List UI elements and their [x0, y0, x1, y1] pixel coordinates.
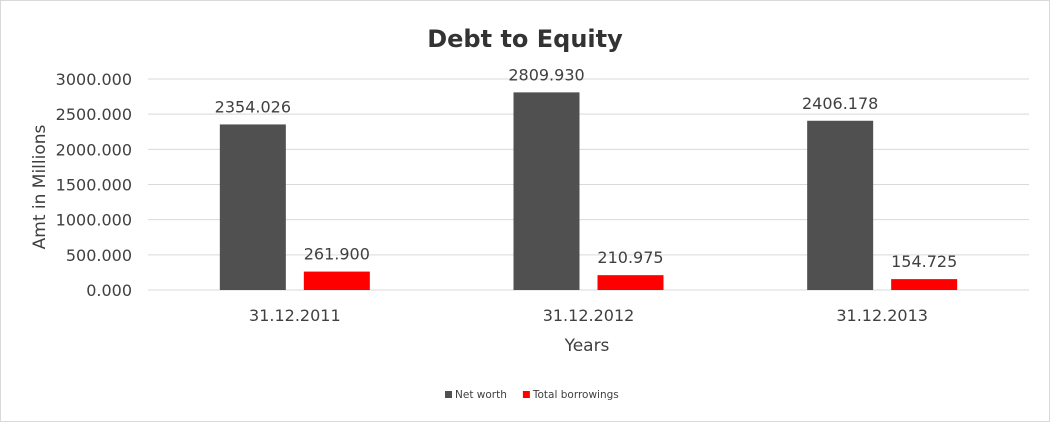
legend: Net worth Total borrowings [445, 389, 619, 401]
y-axis-label: Amt in Millions [30, 124, 50, 249]
x-tick-label: 31.12.2012 [543, 306, 635, 325]
bar-net-worth [807, 120, 874, 291]
data-label: 2354.026 [215, 97, 291, 116]
y-tick-label: 2000.000 [56, 140, 132, 159]
y-tick-label: 2500.000 [56, 105, 132, 124]
bar-net-worth [513, 92, 580, 290]
gridlines [148, 78, 1029, 291]
bar-total-borrowings [597, 275, 664, 290]
x-axis-ticks: 31.12.2011 31.12.2012 31.12.2013 [249, 306, 928, 325]
y-tick-label: 1500.000 [56, 176, 132, 195]
data-label: 210.975 [597, 248, 663, 267]
data-label: 2809.930 [508, 65, 584, 84]
legend-label: Total borrowings [532, 389, 619, 401]
data-label: 2406.178 [802, 94, 878, 113]
y-tick-label: 1000.000 [56, 211, 132, 230]
data-label: 261.900 [304, 245, 370, 264]
data-label: 154.725 [891, 252, 957, 271]
y-tick-label: 3000.000 [56, 70, 132, 89]
x-tick-label: 31.12.2011 [249, 306, 341, 325]
legend-swatch [522, 391, 530, 398]
legend-label: Net worth [455, 389, 507, 401]
bar-total-borrowings [891, 279, 958, 290]
bar-total-borrowings [303, 271, 370, 290]
y-tick-label: 500.000 [66, 246, 132, 265]
y-tick-label: 0.000 [86, 281, 132, 300]
y-axis-ticks: 0.000 500.000 1000.000 1500.000 2000.000 2500… [56, 70, 132, 300]
bars: 2354.026 261.900 2809.930 210.975 2406.178 15… [215, 65, 958, 291]
bar-net-worth [219, 124, 286, 290]
x-axis-label: Years [564, 336, 610, 356]
chart-title: Debt to Equity [427, 25, 623, 53]
legend-swatch [445, 391, 452, 398]
x-tick-label: 31.12.2013 [836, 306, 928, 325]
